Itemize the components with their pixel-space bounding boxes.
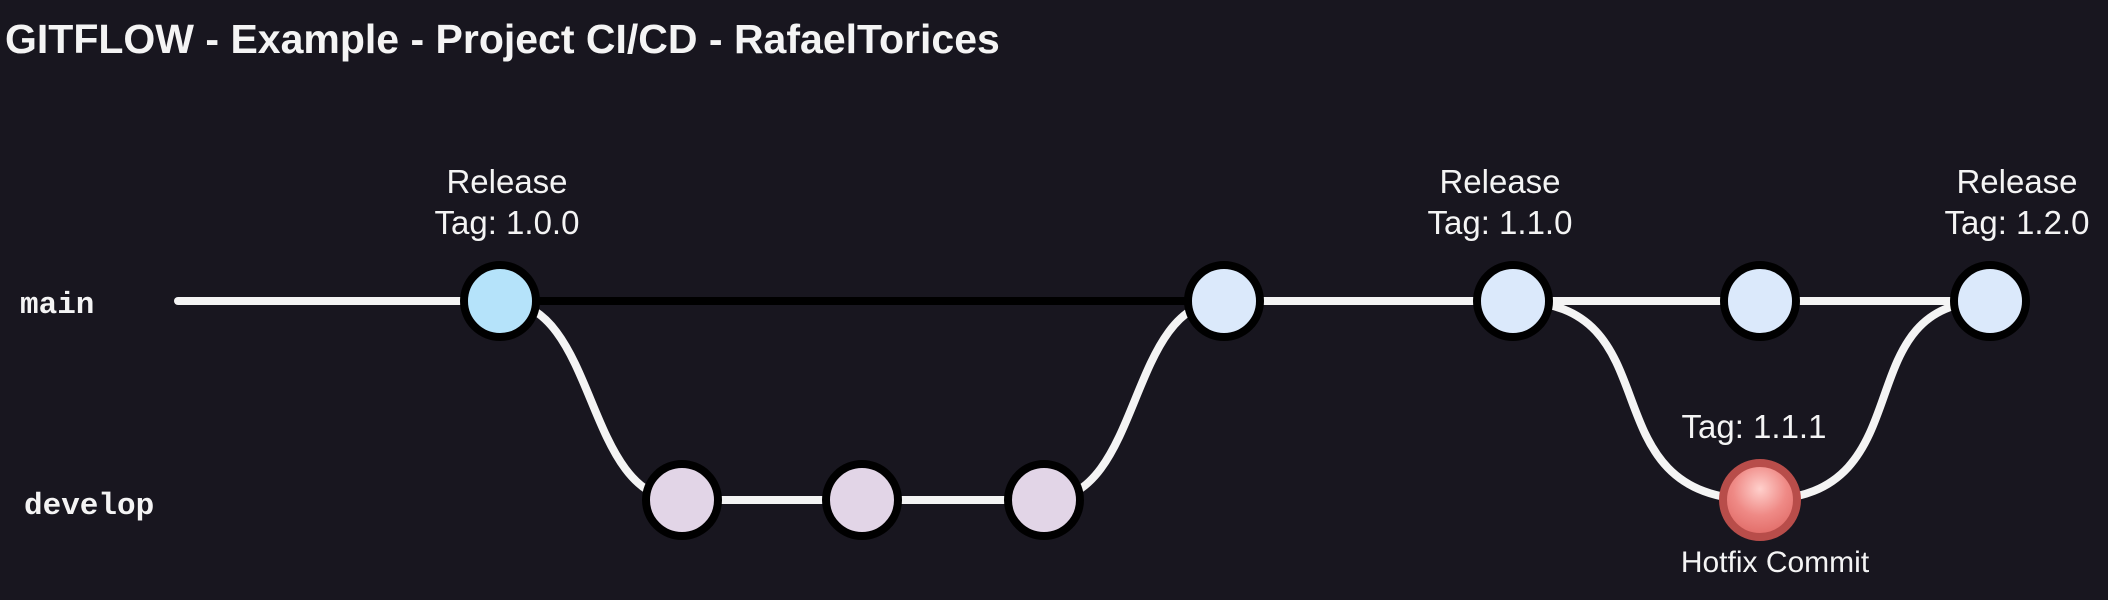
- branch-label-develop: develop: [24, 489, 154, 524]
- hotfix-fork-curve: [1509, 297, 1764, 504]
- release-1-0-0-title: Release: [446, 163, 567, 200]
- develop-fork-curve: [496, 297, 686, 504]
- commit-main-merge-develop[interactable]: [1184, 261, 1264, 341]
- hotfix-caption: Hotfix Commit: [1681, 546, 1870, 579]
- commit-main-release-1-0-0[interactable]: [460, 261, 540, 341]
- release-1-0-0-tag: Tag: 1.0.0: [435, 204, 580, 241]
- commit-main[interactable]: [1720, 261, 1800, 341]
- release-1-2-0-tag: Tag: 1.2.0: [1945, 204, 2090, 241]
- release-1-1-0-tag: Tag: 1.1.0: [1428, 204, 1573, 241]
- release-1-2-0-title: Release: [1956, 163, 2077, 200]
- hotfix-tag: Tag: 1.1.1: [1682, 408, 1827, 445]
- branch-label-main: main: [20, 288, 94, 323]
- commit-develop-2[interactable]: [822, 460, 902, 540]
- hotfix-merge-curve: [1756, 297, 1994, 504]
- commit-develop-3[interactable]: [1004, 460, 1084, 540]
- page-title: GITFLOW - Example - Project CI/CD - Rafa…: [5, 16, 1000, 62]
- release-1-1-0-title: Release: [1439, 163, 1560, 200]
- commit-main-release-1-1-0[interactable]: [1473, 261, 1553, 341]
- commit-hotfix[interactable]: [1719, 459, 1801, 541]
- commit-main-release-1-2-0[interactable]: [1950, 261, 2030, 341]
- commit-develop-1[interactable]: [642, 460, 722, 540]
- develop-merge-curve: [1040, 297, 1228, 504]
